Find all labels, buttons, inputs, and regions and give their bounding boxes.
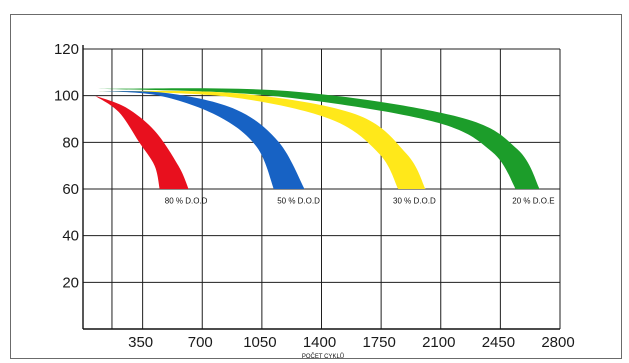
x-tick-label-350: 350 — [128, 334, 153, 351]
x-tick-label-700: 700 — [188, 334, 213, 351]
x-tick-label-1750: 1750 — [362, 334, 395, 351]
x-tick-label-1050: 1050 — [243, 334, 276, 351]
y-tick-label-120: 120 — [54, 41, 79, 58]
chart-frame — [10, 14, 622, 359]
band-20-d-o-e — [98, 88, 540, 189]
x-axis-label: POČET CYKLŮ — [302, 353, 344, 360]
y-tick-label-100: 100 — [54, 88, 79, 105]
band-80-d-o-d — [94, 95, 189, 189]
band-label-50-d-o-d: 50 % D.O.D — [277, 196, 320, 205]
x-tick-labels: 350 700 1050 1400 1750 2100 2450 2800 — [128, 334, 575, 351]
x-tick-label-2800: 2800 — [541, 334, 574, 351]
band-labels: 80 % D.O.D 50 % D.O.D 30 % D.O.D 20 % D.O.E — [165, 196, 555, 205]
x-tick-label-1400: 1400 — [303, 334, 336, 351]
y-tick-label-20: 20 — [62, 274, 79, 291]
x-tick-label-2100: 2100 — [422, 334, 455, 351]
band-50-d-o-d — [98, 91, 305, 189]
band-label-20-d-o-e: 20 % D.O.E — [512, 196, 554, 205]
x-tick-label-2450: 2450 — [482, 334, 515, 351]
band-label-80-d-o-d: 80 % D.O.D — [165, 196, 208, 205]
y-tick-label-40: 40 — [62, 228, 79, 245]
band-30-d-o-d — [98, 90, 426, 189]
y-tick-label-80: 80 — [62, 134, 79, 151]
y-tick-label-60: 60 — [62, 181, 79, 198]
y-tick-labels: 20 40 60 80 100 120 — [54, 41, 79, 291]
dod-bands — [94, 88, 540, 189]
band-label-30-d-o-d: 30 % D.O.D — [393, 196, 436, 205]
axes — [82, 45, 560, 330]
